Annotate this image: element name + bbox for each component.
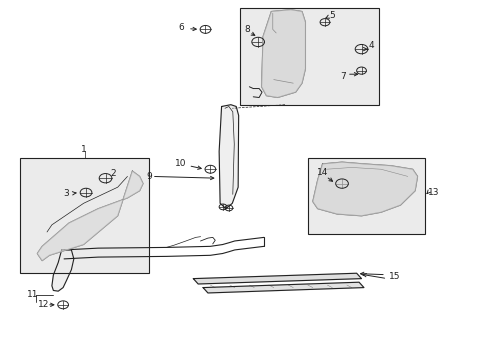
Bar (307, 158, 424, 234)
Text: 10: 10 (175, 159, 186, 168)
Text: 11: 11 (26, 289, 38, 298)
Text: 9: 9 (146, 172, 151, 181)
Text: 2: 2 (110, 169, 116, 178)
Text: 1: 1 (81, 145, 87, 154)
Polygon shape (37, 171, 143, 261)
Polygon shape (203, 282, 363, 293)
Text: 15: 15 (388, 272, 400, 281)
Text: 4: 4 (368, 41, 374, 50)
Text: 5: 5 (328, 10, 334, 19)
Bar (20, 158, 149, 273)
Text: 6: 6 (178, 23, 184, 32)
Text: 8: 8 (244, 25, 250, 34)
Polygon shape (219, 105, 238, 209)
Polygon shape (52, 250, 74, 291)
Polygon shape (193, 273, 361, 284)
Text: 7: 7 (340, 72, 346, 81)
Bar (239, 8, 378, 105)
Text: 14: 14 (316, 168, 327, 177)
Polygon shape (312, 162, 417, 216)
Text: 13: 13 (427, 188, 439, 197)
Text: 3: 3 (63, 189, 69, 198)
Text: 12: 12 (38, 300, 49, 309)
Polygon shape (261, 10, 305, 98)
